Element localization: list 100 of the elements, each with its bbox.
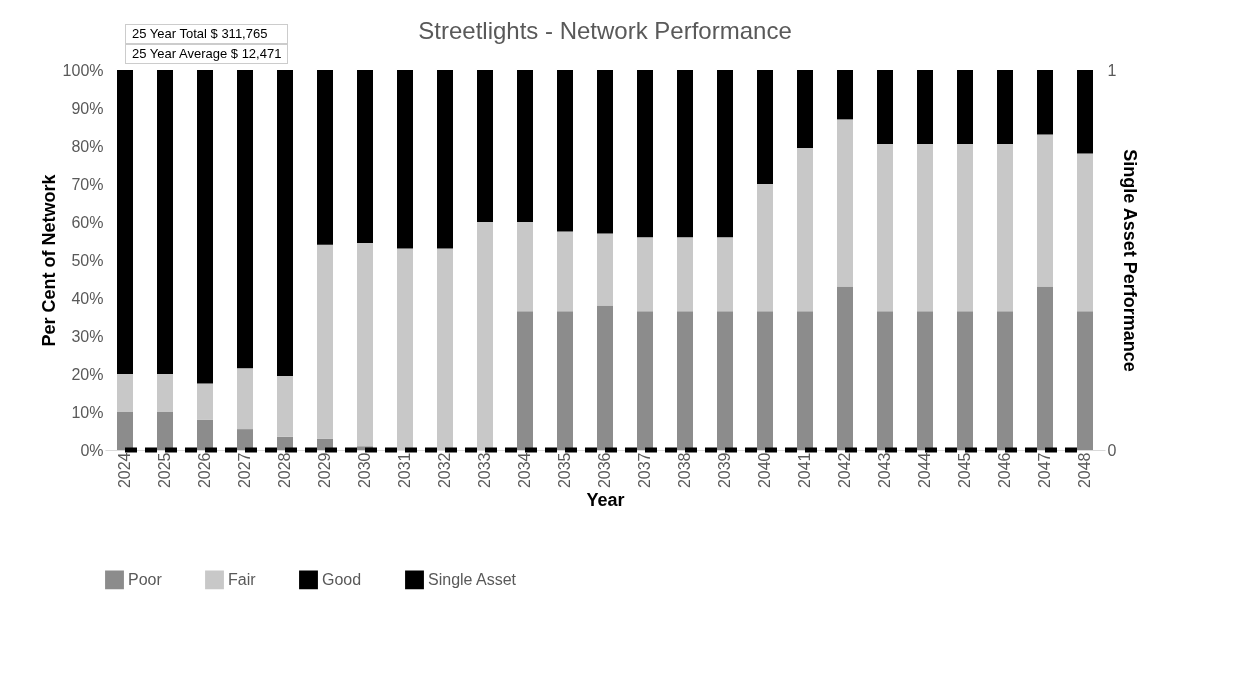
bar — [277, 375, 293, 437]
y-tick-label: 70% — [71, 175, 104, 193]
bar — [877, 311, 893, 450]
y2-axis-title: Single Asset Performance — [1120, 149, 1141, 372]
x-tick-label: 2044 — [916, 452, 933, 489]
legend-label: Poor — [128, 570, 163, 588]
bar — [357, 70, 373, 243]
x-tick-label: 2025 — [156, 452, 173, 489]
bar — [877, 70, 893, 145]
y-tick-label: 90% — [71, 99, 104, 117]
bar — [1037, 70, 1053, 135]
y2-tick-label: 1 — [1107, 61, 1117, 79]
x-tick-label: 2026 — [196, 452, 213, 489]
x-tick-label: 2030 — [356, 452, 373, 489]
bar — [597, 233, 613, 306]
x-tick-label: 2028 — [276, 452, 293, 489]
legend-label: Good — [322, 570, 362, 588]
bar — [797, 147, 813, 312]
bar — [437, 248, 453, 450]
x-tick-label: 2039 — [716, 452, 733, 489]
bar — [597, 305, 613, 450]
text: 25 Year Total $ 311,765 — [125, 24, 289, 44]
bar — [157, 412, 173, 450]
bar — [517, 311, 533, 450]
y-tick-label: 80% — [71, 137, 104, 155]
x-tick-label: 2043 — [876, 452, 893, 489]
x-tick-label: 2032 — [436, 452, 453, 489]
bar — [757, 184, 773, 312]
bar — [237, 368, 253, 430]
y-tick-label: 50% — [71, 251, 104, 269]
x-tick-label: 2046 — [996, 452, 1013, 489]
bar — [477, 70, 493, 222]
x-tick-label: 2045 — [956, 452, 973, 489]
bar — [317, 244, 333, 439]
bar — [957, 311, 973, 450]
x-tick-label: 2033 — [476, 452, 493, 489]
y-tick-label: 0% — [80, 441, 104, 459]
x-tick-label: 2042 — [836, 452, 853, 489]
bar — [677, 311, 693, 450]
x-tick-label: 2029 — [316, 452, 333, 489]
bar — [557, 311, 573, 450]
x-axis-title: Year — [586, 490, 625, 511]
bar — [757, 70, 773, 184]
bar — [277, 70, 293, 376]
text: 25 Year Average $ 12,471 — [125, 44, 289, 64]
bar — [677, 70, 693, 238]
bar — [917, 144, 933, 312]
bar — [1077, 70, 1093, 154]
bar — [197, 419, 213, 450]
y-tick-label: 40% — [71, 289, 104, 307]
bar — [957, 70, 973, 145]
bar — [237, 429, 253, 450]
bar — [797, 70, 813, 148]
bar — [877, 144, 893, 312]
bar — [1037, 134, 1053, 287]
bar — [717, 70, 733, 238]
bar — [237, 70, 253, 369]
bar — [157, 70, 173, 374]
bar — [757, 311, 773, 450]
chart-title: Streetlights - Network Performance — [418, 17, 792, 44]
bar — [837, 119, 853, 287]
x-tick-label: 2041 — [796, 452, 813, 489]
bar — [997, 70, 1013, 145]
bar — [117, 412, 133, 450]
x-tick-label: 2038 — [676, 452, 693, 489]
bar — [557, 231, 573, 312]
y-tick-label: 20% — [71, 365, 104, 383]
x-tick-label: 2027 — [236, 452, 253, 489]
bar — [1077, 153, 1093, 312]
bar — [997, 311, 1013, 450]
bar — [117, 374, 133, 412]
legend-label: Single Asset — [428, 570, 517, 588]
bar — [357, 242, 373, 447]
bar — [637, 311, 653, 450]
y-tick-label: 60% — [71, 213, 104, 231]
bar — [397, 70, 413, 249]
bar — [957, 144, 973, 312]
bar — [397, 248, 413, 450]
bar — [917, 311, 933, 450]
x-tick-label: 2034 — [516, 452, 533, 489]
bar — [117, 70, 133, 374]
x-tick-label: 2035 — [556, 452, 573, 489]
bar — [1037, 286, 1053, 450]
bar — [997, 144, 1013, 312]
bar — [277, 436, 293, 450]
bar — [597, 70, 613, 234]
bar — [637, 237, 653, 312]
bar — [797, 311, 813, 450]
bar — [1077, 311, 1093, 450]
x-tick-label: 2040 — [756, 452, 773, 489]
bar — [317, 70, 333, 245]
bar — [837, 286, 853, 450]
y-axis-title: Per Cent of Network — [38, 173, 59, 347]
bar — [517, 222, 533, 312]
x-tick-label: 2024 — [116, 452, 133, 489]
x-tick-label: 2048 — [1076, 452, 1093, 489]
bar — [197, 70, 213, 384]
y-tick-label: 30% — [71, 327, 104, 345]
bar — [717, 237, 733, 312]
x-tick-label: 2031 — [396, 452, 413, 489]
